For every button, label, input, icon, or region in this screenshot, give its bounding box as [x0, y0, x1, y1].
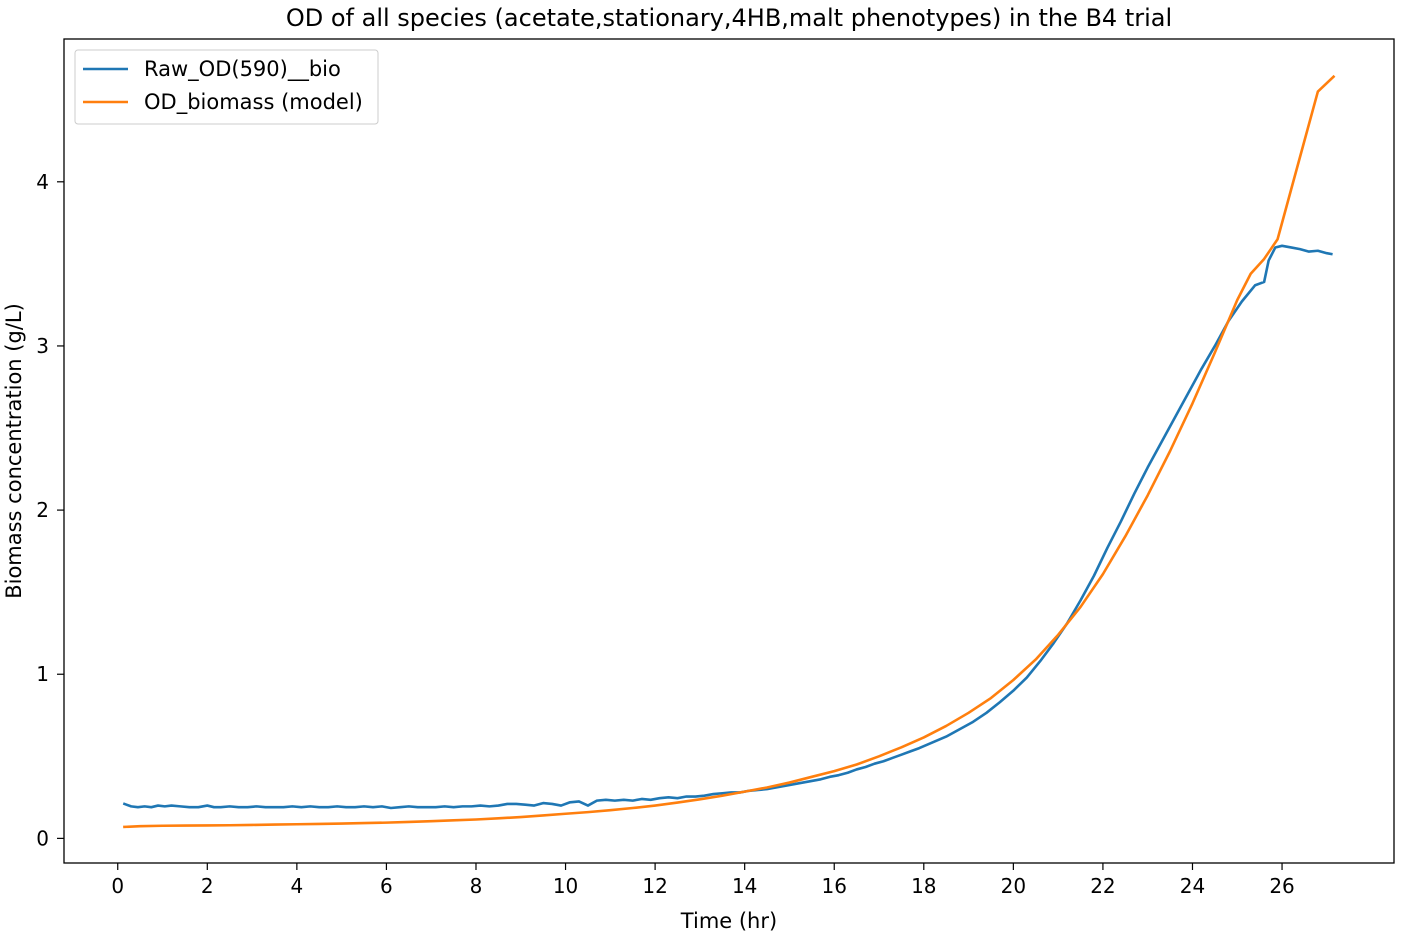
- series-line-model: [123, 74, 1336, 829]
- y-axis-label: Biomass concentration (g/L): [2, 303, 26, 599]
- series-layer: [122, 74, 1336, 829]
- y-tick-label: 2: [36, 498, 49, 522]
- x-tick-label: 18: [911, 874, 936, 898]
- x-tick-label: 14: [732, 874, 757, 898]
- y-axis: 0 1 2 3 4: [36, 170, 64, 850]
- legend-label-raw-od: Raw_OD(590)__bio: [144, 57, 341, 82]
- x-tick-label: 6: [380, 874, 393, 898]
- x-tick-label: 8: [470, 874, 483, 898]
- y-tick-label: 1: [36, 662, 49, 686]
- chart-title: OD of all species (acetate,stationary,4H…: [286, 4, 1172, 32]
- legend-label-model: OD_biomass (model): [144, 90, 363, 115]
- y-tick-label: 3: [36, 334, 49, 358]
- x-tick-label: 16: [822, 874, 847, 898]
- x-tick-label: 26: [1269, 874, 1294, 898]
- series-model: [123, 74, 1336, 829]
- x-tick-label: 10: [553, 874, 578, 898]
- y-tick-label: 4: [36, 170, 49, 194]
- x-tick-label: 0: [111, 874, 124, 898]
- x-tick-label: 4: [290, 874, 303, 898]
- legend-box: [74, 49, 379, 125]
- y-tick-label: 0: [36, 826, 49, 850]
- legend: Raw_OD(590)__bio OD_biomass (model): [74, 49, 379, 125]
- plot-frame: [63, 38, 1395, 864]
- plot-area: [63, 38, 1395, 864]
- x-tick-label: 24: [1180, 874, 1205, 898]
- x-tick-label: 12: [642, 874, 667, 898]
- x-axis: 0 2 4 6 8 10 12 14 16 18 20 22 24 26: [111, 863, 1295, 898]
- x-tick-label: 22: [1090, 874, 1115, 898]
- x-tick-label: 2: [201, 874, 214, 898]
- series-line-raw-od: [122, 244, 1333, 810]
- x-tick-label: 20: [1001, 874, 1026, 898]
- x-axis-label: Time (hr): [680, 909, 777, 933]
- series-raw-od: [122, 244, 1333, 810]
